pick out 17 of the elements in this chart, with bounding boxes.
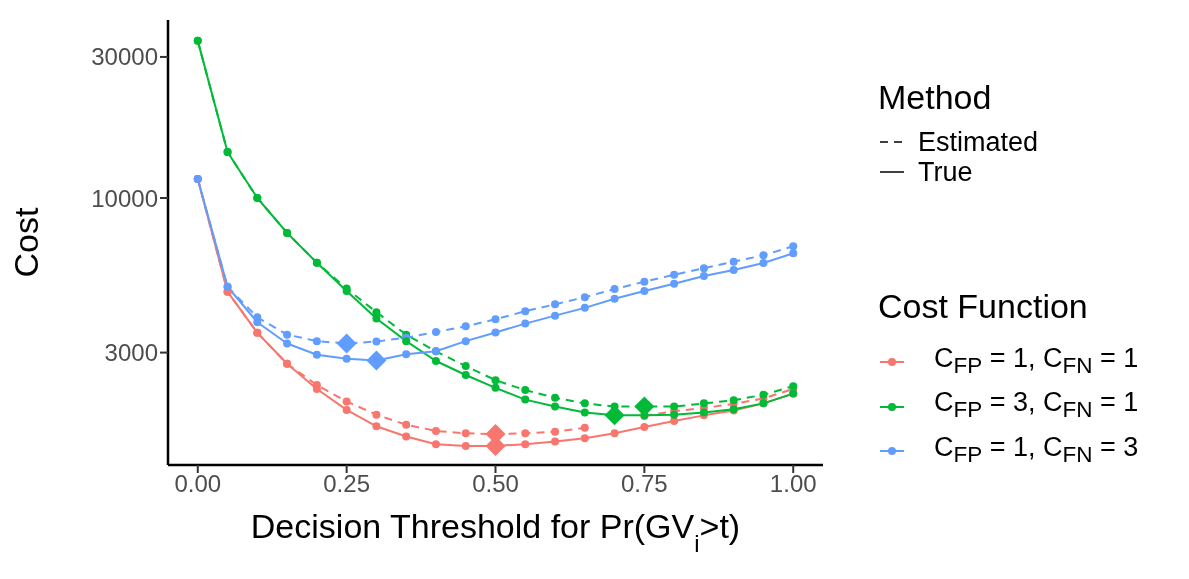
legend-label: C$_{FP}$ = 3, C$_{FN}$ = 1 <box>934 386 1139 425</box>
x-tick-label: 1.00 <box>769 470 817 498</box>
text: Estimated <box>918 127 1039 157</box>
x-axis-title: Decision Threshold for Pr(GV$_{i}$>t) <box>250 507 741 557</box>
text: Method <box>878 78 992 116</box>
y-axis-title: Cost <box>7 207 45 278</box>
y-tick-label: 10000 <box>91 184 158 212</box>
x-tick-label: 0.00 <box>174 470 222 498</box>
x-tick-label: 0.75 <box>621 470 668 498</box>
legend-label: C$_{FP}$ = 1, C$_{FN}$ = 3 <box>934 430 1139 470</box>
y-tick-label: 30000 <box>91 43 158 71</box>
legend-label: C$_{FP}$ = 1, C$_{FN}$ = 1 <box>934 342 1139 381</box>
text: True <box>918 157 973 187</box>
text: Cost Function <box>878 287 1088 325</box>
y-tick-label: 3000 <box>104 339 158 367</box>
x-tick-label: 0.50 <box>472 470 519 498</box>
x-tick-label: 0.25 <box>323 470 370 498</box>
